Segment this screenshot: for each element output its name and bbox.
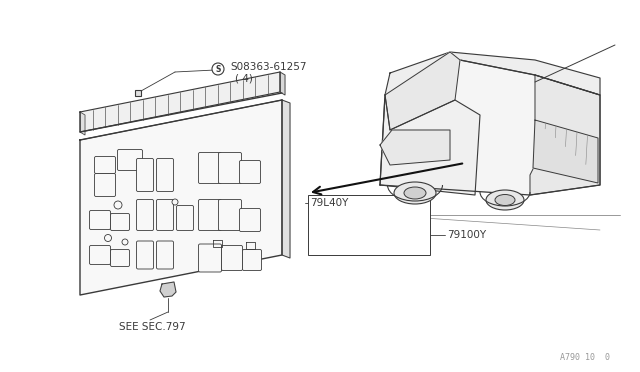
Polygon shape <box>80 72 280 132</box>
FancyBboxPatch shape <box>157 199 173 231</box>
FancyBboxPatch shape <box>218 153 241 183</box>
Text: A790 10  0: A790 10 0 <box>560 353 610 362</box>
Ellipse shape <box>394 182 436 204</box>
Polygon shape <box>380 95 480 195</box>
FancyBboxPatch shape <box>136 241 154 269</box>
FancyBboxPatch shape <box>111 214 129 231</box>
Circle shape <box>212 63 224 75</box>
FancyBboxPatch shape <box>111 250 129 266</box>
Polygon shape <box>530 75 600 195</box>
Polygon shape <box>160 282 176 297</box>
Text: S08363-61257: S08363-61257 <box>230 62 307 72</box>
FancyBboxPatch shape <box>239 208 260 231</box>
Text: 79L40Y: 79L40Y <box>310 198 348 208</box>
Text: 79100Y: 79100Y <box>447 230 486 240</box>
Text: SEE SEC.797: SEE SEC.797 <box>118 322 186 332</box>
Polygon shape <box>380 130 450 165</box>
Ellipse shape <box>486 190 524 210</box>
FancyBboxPatch shape <box>95 157 115 173</box>
FancyBboxPatch shape <box>157 241 173 269</box>
Polygon shape <box>280 72 285 95</box>
FancyBboxPatch shape <box>136 158 154 192</box>
Bar <box>308 195 430 255</box>
Polygon shape <box>533 120 598 183</box>
Polygon shape <box>385 52 600 95</box>
FancyBboxPatch shape <box>90 246 111 264</box>
FancyBboxPatch shape <box>198 199 221 231</box>
Text: S: S <box>215 64 221 74</box>
FancyBboxPatch shape <box>177 205 193 231</box>
FancyBboxPatch shape <box>136 199 154 231</box>
FancyBboxPatch shape <box>198 244 221 272</box>
Ellipse shape <box>404 187 426 199</box>
Circle shape <box>104 234 111 241</box>
FancyBboxPatch shape <box>239 160 260 183</box>
Polygon shape <box>380 60 600 195</box>
FancyBboxPatch shape <box>90 211 111 230</box>
FancyBboxPatch shape <box>118 150 143 170</box>
Circle shape <box>172 199 178 205</box>
FancyBboxPatch shape <box>243 250 262 270</box>
FancyBboxPatch shape <box>95 173 115 196</box>
Polygon shape <box>385 52 460 130</box>
FancyBboxPatch shape <box>221 246 243 270</box>
Polygon shape <box>282 100 290 258</box>
Circle shape <box>122 239 128 245</box>
FancyBboxPatch shape <box>198 153 221 183</box>
FancyBboxPatch shape <box>157 158 173 192</box>
Circle shape <box>114 201 122 209</box>
Text: ( 4): ( 4) <box>235 73 253 83</box>
FancyBboxPatch shape <box>218 199 241 231</box>
Ellipse shape <box>495 195 515 205</box>
Polygon shape <box>80 112 85 135</box>
Polygon shape <box>80 100 282 295</box>
